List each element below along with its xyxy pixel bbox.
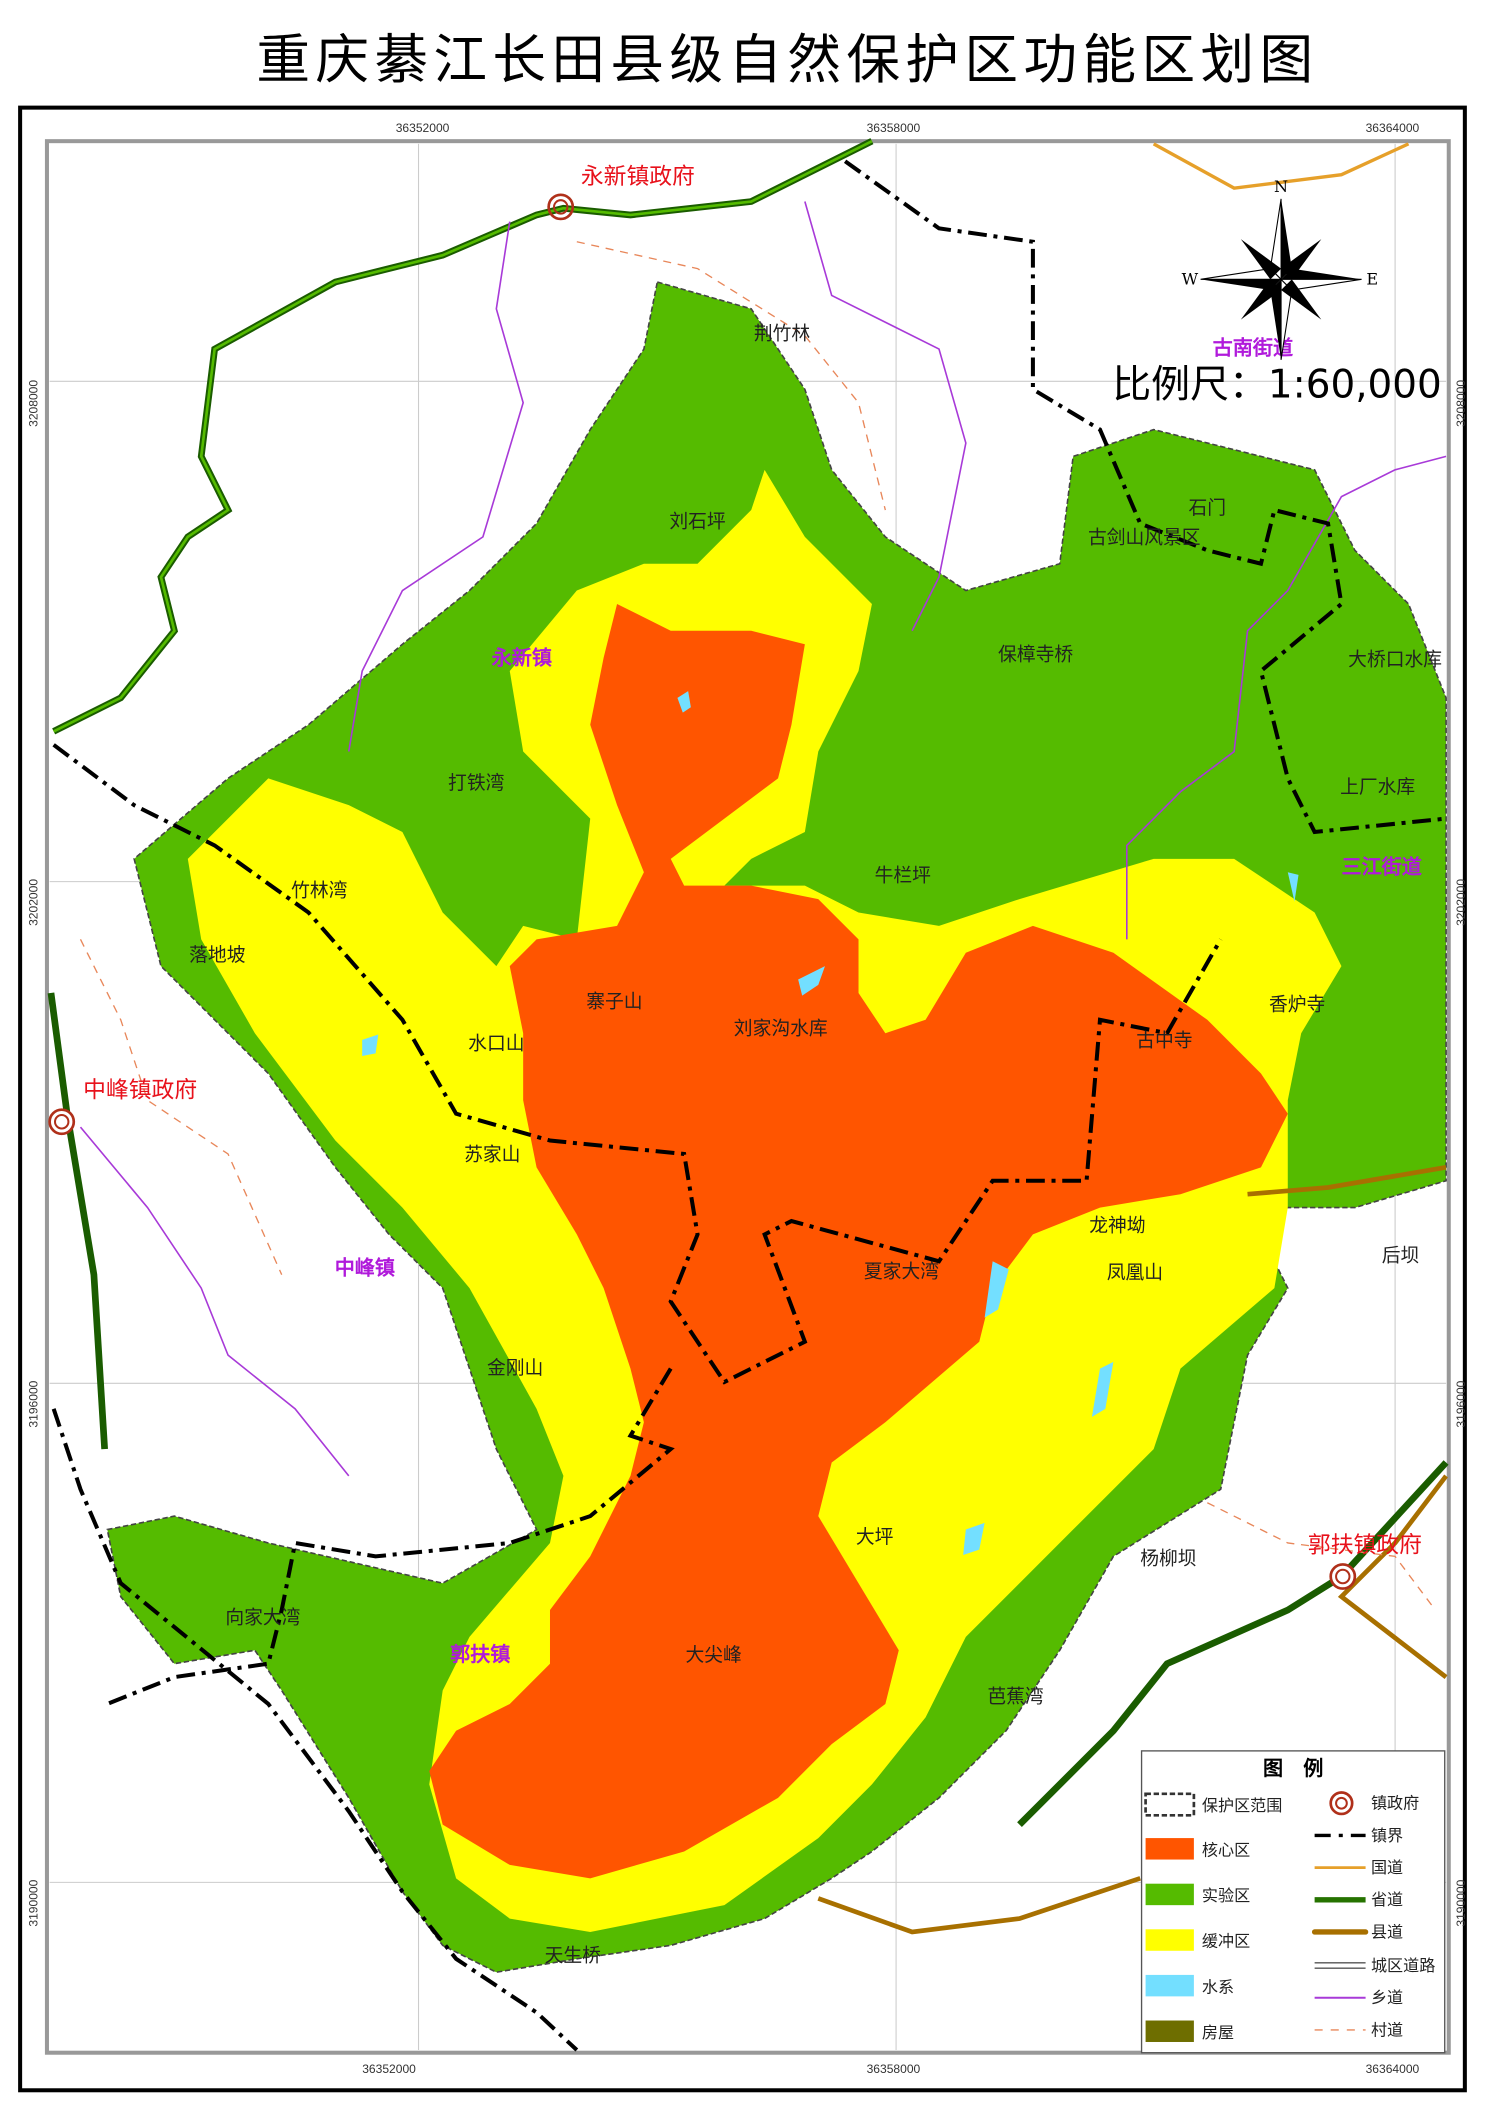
place-labels: 荆竹林 刘石坪 石门 古剑山风景区 保樟寺桥 大桥口水库 打铁湾 上厂水库 牛栏…	[189, 323, 1442, 1967]
svg-text:3196000: 3196000	[27, 1380, 41, 1427]
svg-text:36364000: 36364000	[1366, 121, 1420, 135]
svg-text:水口山: 水口山	[468, 1032, 524, 1054]
coordinate-labels: 36352000 36358000 36364000 36352000 3635…	[27, 121, 1468, 2076]
svg-text:36352000: 36352000	[362, 2062, 416, 2076]
svg-text:天生桥: 天生桥	[545, 1944, 602, 1966]
town-seat-guofu: 郭扶镇政府	[1308, 1532, 1422, 1590]
svg-text:龙神坳: 龙神坳	[1089, 1215, 1145, 1237]
svg-text:3208000: 3208000	[1454, 380, 1468, 427]
svg-text:上厂水库: 上厂水库	[1340, 776, 1415, 798]
svg-text:刘家沟水库: 刘家沟水库	[734, 1018, 828, 1040]
county-road	[817, 1876, 1141, 1935]
svg-text:古剑山风景区: 古剑山风景区	[1088, 527, 1201, 549]
svg-text:省道: 省道	[1371, 1890, 1403, 1909]
svg-text:夏家大湾: 夏家大湾	[864, 1260, 939, 1282]
svg-text:缓冲区: 缓冲区	[1202, 1932, 1250, 1951]
svg-text:竹林湾: 竹林湾	[291, 879, 348, 901]
svg-text:36352000: 36352000	[396, 121, 450, 135]
svg-text:房屋: 房屋	[1202, 2023, 1234, 2042]
svg-text:3208000: 3208000	[27, 380, 41, 427]
map-title: 重庆綦江长田县级自然保护区功能区划图	[256, 28, 1318, 91]
svg-text:3202000: 3202000	[1454, 879, 1468, 926]
svg-text:刘石坪: 刘石坪	[669, 510, 726, 532]
township-road	[1126, 455, 1447, 940]
svg-text:金刚山: 金刚山	[487, 1357, 543, 1379]
svg-text:36364000: 36364000	[1366, 2062, 1420, 2076]
svg-text:3190000: 3190000	[1454, 1879, 1468, 1926]
svg-text:国道: 国道	[1371, 1858, 1403, 1877]
provincial-road	[1017, 1460, 1449, 1828]
svg-text:核心区: 核心区	[1202, 1841, 1250, 1860]
svg-text:村道: 村道	[1371, 2020, 1403, 2039]
svg-text:36358000: 36358000	[867, 121, 921, 135]
svg-text:香炉寺: 香炉寺	[1269, 993, 1325, 1015]
svg-text:古南街道: 古南街道	[1213, 335, 1293, 359]
svg-text:水系: 水系	[1202, 1977, 1234, 1996]
svg-text:大尖峰: 大尖峰	[685, 1644, 742, 1666]
svg-text:古中寺: 古中寺	[1136, 1030, 1192, 1052]
svg-text:E: E	[1366, 270, 1378, 289]
svg-text:N: N	[1274, 177, 1288, 196]
svg-text:牛栏坪: 牛栏坪	[875, 865, 932, 887]
svg-text:保樟寺桥: 保樟寺桥	[998, 643, 1073, 665]
svg-text:图 例: 图 例	[1263, 1756, 1323, 1780]
county-road	[1247, 1165, 1447, 1197]
svg-text:实验区: 实验区	[1202, 1886, 1250, 1905]
svg-text:3190000: 3190000	[27, 1879, 41, 1926]
svg-text:永新镇政府: 永新镇政府	[581, 164, 695, 190]
town-seat-yongxin: 永新镇政府	[547, 164, 695, 221]
svg-text:永新镇: 永新镇	[491, 645, 552, 669]
svg-text:三江街道: 三江街道	[1341, 855, 1421, 879]
svg-text:打铁湾: 打铁湾	[448, 772, 505, 794]
svg-text:荆竹林: 荆竹林	[754, 323, 811, 345]
svg-text:中峰镇政府: 中峰镇政府	[83, 1078, 197, 1104]
svg-text:向家大湾: 向家大湾	[225, 1606, 300, 1628]
svg-text:县道: 县道	[1371, 1922, 1403, 1941]
national-road	[1152, 142, 1410, 190]
svg-text:寨子山: 寨子山	[586, 991, 642, 1013]
outer-frame	[18, 105, 1467, 2093]
svg-text:36358000: 36358000	[867, 2062, 921, 2076]
svg-text:大桥口水库: 大桥口水库	[1348, 649, 1442, 671]
town-boundary	[52, 743, 1223, 1385]
svg-text:中峰镇: 中峰镇	[335, 1256, 395, 1280]
town-boundary	[51, 1408, 579, 2052]
village-road	[79, 939, 283, 1275]
svg-text:镇界: 镇界	[1371, 1826, 1403, 1845]
svg-text:苏家山: 苏家山	[464, 1144, 520, 1166]
township-road	[804, 201, 967, 632]
county-road	[1337, 1474, 1448, 1679]
town-labels: 永新镇 中峰镇 郭扶镇 古南街道 三江街道	[335, 335, 1422, 1666]
svg-text:芭蕉湾: 芭蕉湾	[987, 1686, 1044, 1708]
svg-text:郭扶镇政府: 郭扶镇政府	[1308, 1532, 1422, 1558]
village-road	[576, 241, 887, 511]
svg-text:杨柳坝: 杨柳坝	[1140, 1547, 1196, 1569]
provincial-road	[47, 992, 108, 1450]
township-road	[79, 1126, 350, 1477]
svg-text:凤凰山: 凤凰山	[1107, 1262, 1163, 1284]
svg-text:后坝: 后坝	[1382, 1244, 1420, 1266]
scale-text: 比例尺：1:60,000	[1112, 362, 1442, 407]
compass-rose-icon: N W E	[1182, 177, 1378, 360]
svg-text:W: W	[1182, 270, 1199, 289]
svg-text:乡道: 乡道	[1371, 1988, 1403, 2007]
village-road	[1206, 1502, 1436, 1611]
svg-text:大坪: 大坪	[856, 1526, 894, 1548]
svg-text:3196000: 3196000	[1454, 1380, 1468, 1427]
town-seat-zhongfeng: 中峰镇政府	[48, 1078, 197, 1136]
town-boundary	[843, 159, 1447, 835]
legend: 图 例 保护区范围 核心区 实验区 缓冲区 水系 房屋 镇政府 镇界 国道 省道…	[1140, 1750, 1446, 2054]
svg-text:石门: 石门	[1189, 497, 1227, 519]
svg-text:城区道路: 城区道路	[1371, 1956, 1435, 1975]
map-neatline	[44, 139, 1451, 2055]
svg-text:郭扶镇: 郭扶镇	[450, 1642, 510, 1666]
svg-text:保护区范围: 保护区范围	[1202, 1796, 1282, 1815]
roads	[47, 138, 1449, 2052]
svg-text:镇政府: 镇政府	[1371, 1794, 1419, 1813]
svg-text:3202000: 3202000	[27, 879, 41, 926]
town-boundary	[106, 1367, 675, 1706]
svg-text:落地坡: 落地坡	[189, 944, 246, 966]
township-road	[347, 221, 525, 752]
